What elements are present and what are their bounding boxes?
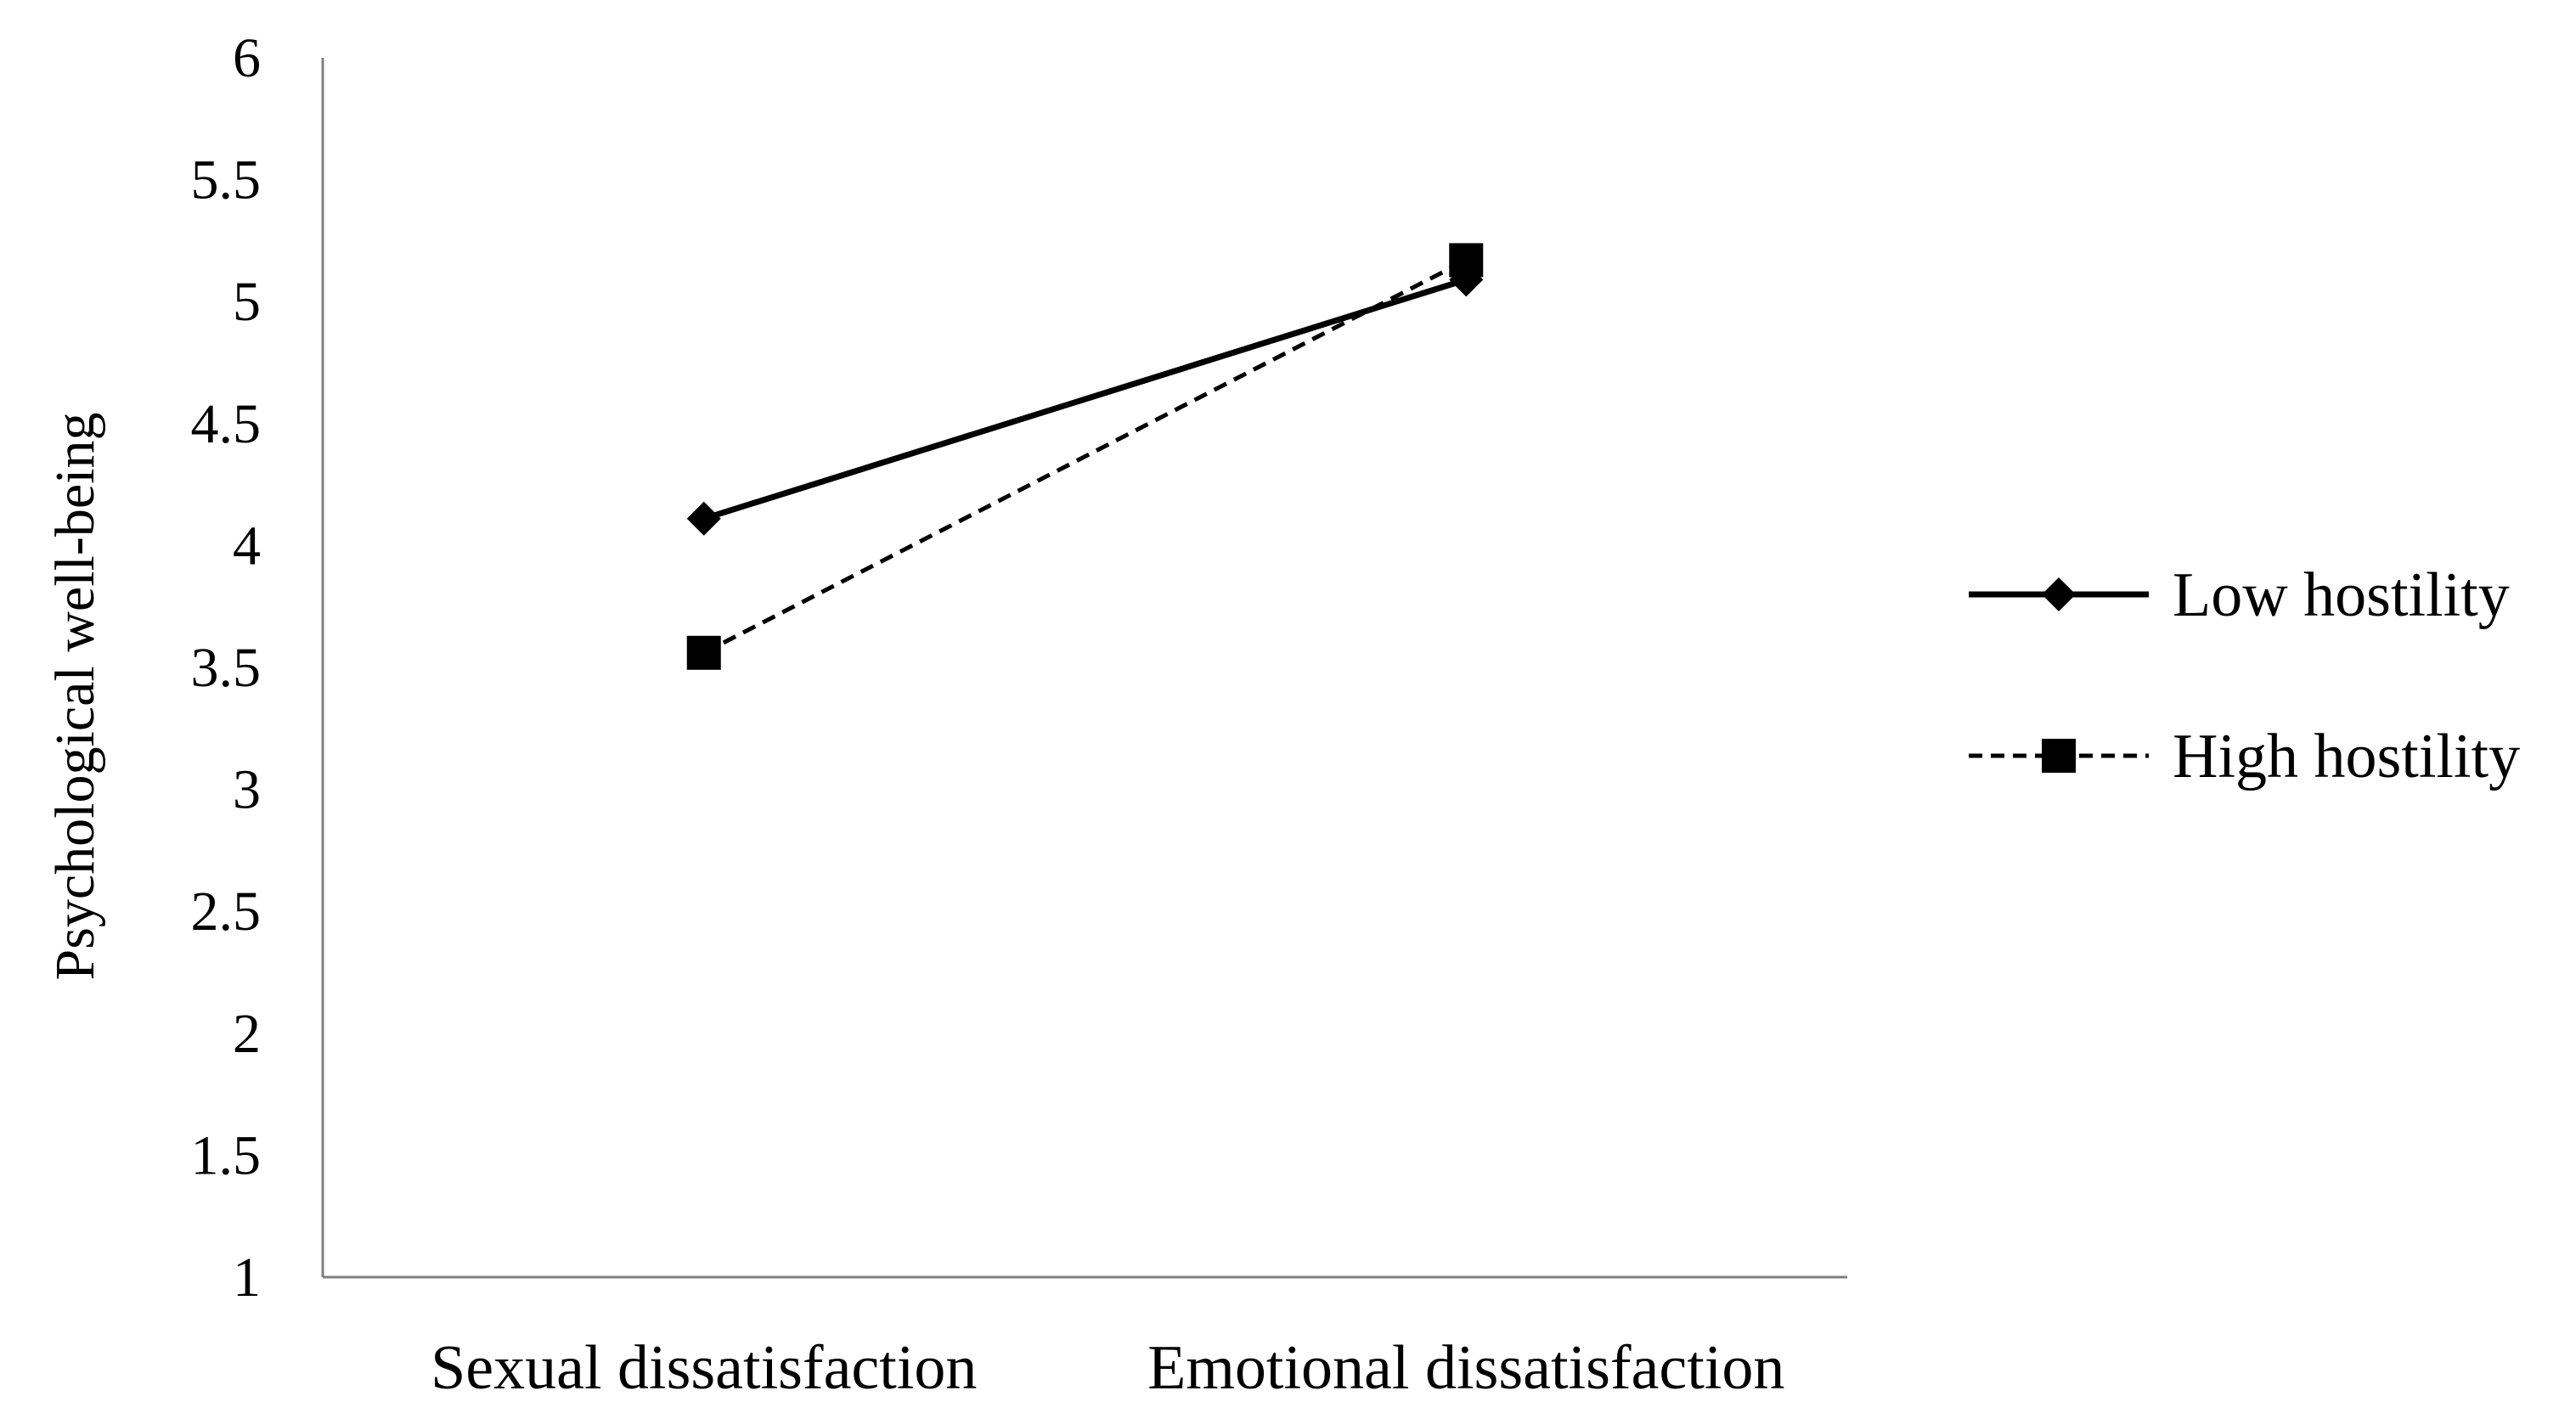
y-tick-label: 4.5 — [191, 393, 262, 455]
data-point-square — [686, 635, 721, 670]
y-tick-label: 2 — [233, 1003, 261, 1065]
y-tick-label: 1 — [233, 1247, 261, 1309]
y-tick-labels: 1 1.5 2 2.5 3 3.5 4 4.5 5 5.5 6 — [191, 27, 262, 1309]
legend-marker-square — [2042, 739, 2076, 773]
y-tick-label: 5 — [233, 271, 261, 333]
legend-item: High hostility — [1969, 722, 2520, 791]
legend-label: High hostility — [2173, 722, 2520, 791]
series-line — [702, 258, 1468, 655]
legend-marker-diamond — [2042, 577, 2076, 611]
series-diamond — [686, 262, 1484, 536]
legend-label: Low hostility — [2173, 560, 2510, 630]
x-category-label: Sexual dissatisfaction — [431, 1333, 977, 1403]
data-point-square — [1449, 243, 1484, 278]
legend-item: Low hostility — [1969, 560, 2510, 630]
y-tick-label: 6 — [233, 27, 261, 89]
y-tick-label: 4 — [233, 515, 261, 577]
y-tick-label: 3 — [233, 759, 261, 821]
x-category-labels: Sexual dissatisfaction Emotional dissatis… — [431, 1333, 1784, 1403]
y-tick-label: 5.5 — [191, 149, 262, 211]
series-layer — [686, 243, 1484, 670]
plot-area: 1 1.5 2 2.5 3 3.5 4 4.5 5 5.5 6 Sexual dissatisfac… — [191, 27, 1847, 1403]
series-square — [686, 243, 1484, 670]
series-line — [702, 277, 1468, 522]
legend: Low hostility High hostility — [1969, 560, 2520, 791]
y-axis-title: Psychological well-being — [44, 412, 106, 980]
x-category-label: Emotional dissatisfaction — [1147, 1333, 1784, 1403]
y-tick-label: 3.5 — [191, 637, 262, 699]
y-tick-label: 1.5 — [191, 1124, 262, 1186]
y-tick-label: 2.5 — [191, 881, 262, 943]
data-point-diamond — [686, 501, 721, 536]
